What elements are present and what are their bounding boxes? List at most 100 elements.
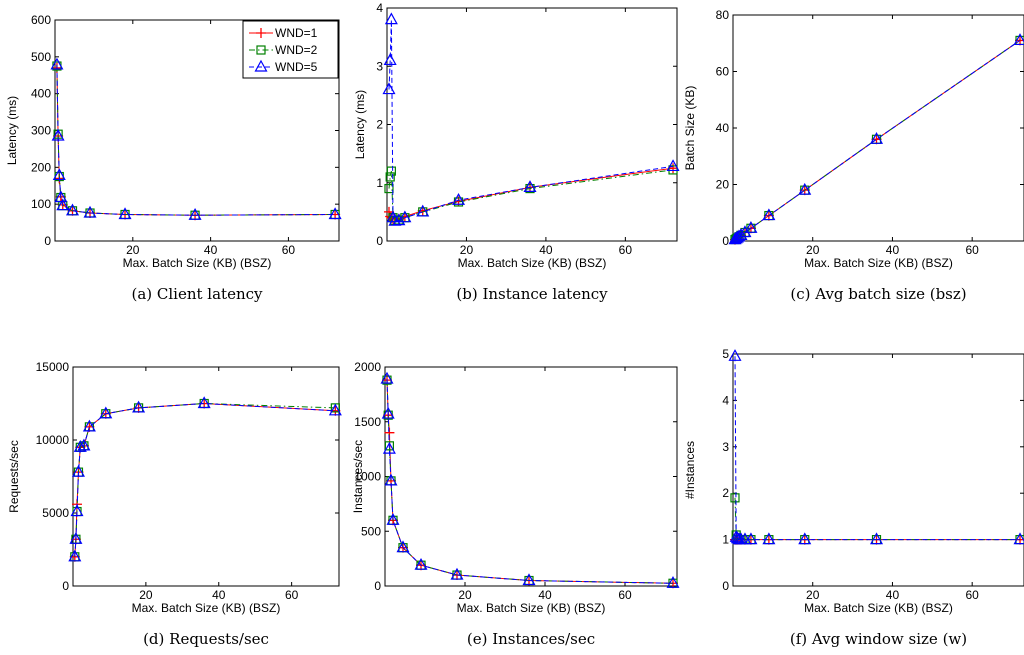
y-tick-label: 0 (62, 579, 69, 593)
panel-f: 0 1 2 3 4 5 20 40 60 Max. Batch Size (KB) (BSZ) #I… (683, 347, 1024, 648)
data-point (188, 207, 202, 220)
y-tick-label: 80 (716, 8, 730, 22)
y-tick-label: 0 (376, 234, 383, 248)
series-line (74, 402, 336, 557)
data-point (732, 229, 746, 242)
data-point (99, 406, 113, 419)
y-axis-label: Batch Size (KB) (683, 86, 697, 171)
x-tick-label: 20 (460, 243, 474, 257)
panel-b: 0 1 2 3 4 20 40 60 Max. Batch Size (KB) (BSZ) Lat… (353, 1, 680, 303)
data-point (118, 207, 132, 220)
x-tick-label: 60 (965, 588, 979, 602)
y-tick-label: 1 (376, 176, 383, 190)
panel-c: 0 20 40 60 80 20 40 60 Max. Batch Size (KB) (BSZ… (683, 8, 1024, 303)
x-tick-label: 40 (886, 588, 900, 602)
legend-label: WND=2 (275, 43, 318, 57)
data-point (869, 532, 884, 545)
x-axis-label: Max. Batch Size (KB) (BSZ) (804, 256, 953, 270)
legend-marker (256, 28, 266, 38)
series-wnd-1 (729, 35, 1024, 245)
x-tick-label: 40 (204, 243, 218, 257)
x-tick-label: 40 (212, 588, 226, 602)
data-point (328, 207, 342, 220)
data-point (65, 203, 80, 216)
data-point (728, 232, 742, 245)
x-axis-label: Max. Batch Size (KB) (BSZ) (132, 601, 281, 615)
y-tick-label: 40 (716, 121, 730, 135)
data-point (380, 371, 394, 384)
y-tick-label: 3 (376, 59, 383, 73)
series-line (56, 64, 336, 216)
y-axis-label: Requests/sec (7, 440, 21, 513)
panel-caption: (e) Instances/sec (467, 630, 595, 648)
data-point (77, 438, 91, 451)
data-point (762, 208, 776, 221)
data-point (386, 513, 400, 525)
data-point (414, 557, 428, 570)
data-point (71, 464, 85, 477)
data-point (734, 228, 748, 240)
series-wnd-1 (69, 398, 341, 562)
y-tick-label: 200 (31, 160, 51, 174)
data-point (729, 231, 743, 244)
data-point (328, 403, 342, 416)
data-point (132, 400, 146, 413)
data-point (744, 532, 758, 545)
series-line (386, 378, 674, 584)
y-axis-label: #Instances (683, 441, 697, 499)
panel-caption: (b) Instance latency (456, 285, 608, 303)
legend-label: WND=1 (275, 26, 318, 40)
data-point (798, 182, 812, 195)
series-wnd-5 (728, 349, 1024, 545)
series-line (74, 402, 336, 557)
y-tick-label: 0 (374, 579, 381, 593)
series-wnd-5 (382, 12, 680, 226)
y-axis-label: Instances/sec (351, 440, 365, 513)
data-point (56, 198, 70, 211)
data-point (666, 159, 680, 172)
data-point (730, 531, 744, 544)
y-tick-label: 500 (361, 524, 381, 538)
y-axis-label: Latency (ms) (353, 90, 367, 159)
data-point (392, 213, 406, 226)
y-tick-label: 4 (722, 393, 729, 407)
series-wnd-5 (380, 371, 680, 588)
series-wnd-2 (52, 61, 340, 220)
data-point (668, 163, 679, 174)
panel-caption: (a) Client latency (131, 285, 263, 303)
data-point (1013, 33, 1024, 46)
data-point (50, 57, 64, 70)
data-point (197, 396, 211, 409)
y-tick-label: 4 (376, 1, 383, 15)
x-tick-label: 40 (538, 588, 552, 602)
series-wnd-2 (70, 398, 340, 562)
x-tick-label: 20 (806, 243, 820, 257)
x-axis-label: Max. Batch Size (KB) (BSZ) (457, 601, 606, 615)
x-tick-label: 60 (965, 243, 979, 257)
data-point (386, 166, 396, 176)
y-tick-label: 0 (722, 234, 729, 248)
x-tick-label: 40 (539, 243, 553, 257)
y-tick-label: 300 (31, 124, 51, 138)
data-point (384, 183, 394, 194)
series-line (388, 169, 674, 222)
data-point (744, 221, 758, 233)
data-point (384, 12, 398, 25)
series-line (56, 67, 336, 216)
data-point (869, 132, 884, 144)
data-point (382, 82, 396, 95)
data-point (728, 349, 742, 361)
y-tick-label: 3 (722, 440, 729, 454)
legend-marker (256, 45, 266, 55)
data-point (68, 549, 82, 562)
y-tick-label: 400 (31, 87, 51, 101)
legend-item: WND=1 (249, 26, 318, 40)
data-point (73, 440, 87, 452)
series-line (734, 356, 1020, 541)
data-point (450, 567, 464, 580)
y-tick-label: 60 (716, 65, 730, 79)
x-tick-label: 20 (458, 588, 472, 602)
series-wnd-1 (382, 375, 678, 589)
axes-frame (732, 353, 1024, 587)
